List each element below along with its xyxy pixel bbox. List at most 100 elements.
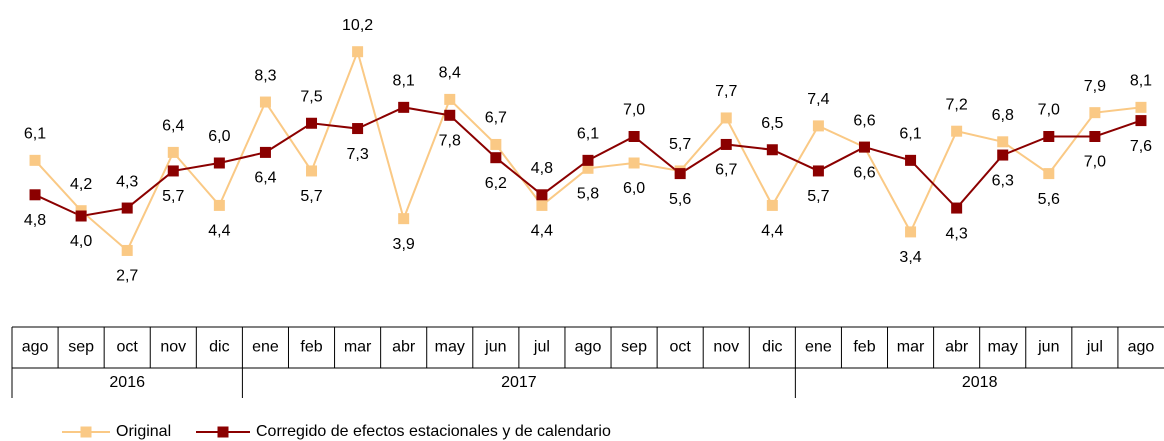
- point-marker: [121, 244, 133, 256]
- x-tick-label: ago: [575, 339, 602, 356]
- point-marker: [905, 154, 917, 166]
- point-marker: [213, 157, 225, 169]
- x-tick-label: feb: [853, 339, 875, 356]
- data-label: 3,4: [899, 249, 921, 266]
- data-label: 10,2: [342, 17, 373, 34]
- data-label: 5,7: [162, 188, 184, 205]
- x-tick-label: feb: [300, 339, 322, 356]
- data-label: 4,0: [70, 233, 92, 250]
- x-tick-label: nov: [713, 339, 739, 356]
- point-marker: [398, 213, 410, 225]
- point-marker: [444, 93, 456, 105]
- data-label: 4,2: [70, 176, 92, 193]
- data-label: 7,4: [807, 91, 829, 108]
- point-marker: [167, 146, 179, 158]
- point-marker: [812, 165, 824, 177]
- data-label: 6,0: [623, 180, 645, 197]
- point-marker: [444, 109, 456, 121]
- data-label: 7,2: [946, 96, 968, 113]
- point-marker: [812, 120, 824, 132]
- point-marker: [352, 123, 364, 135]
- point-marker: [628, 157, 640, 169]
- point-marker: [259, 96, 271, 108]
- data-label: 5,7: [300, 188, 322, 205]
- point-marker: [490, 138, 502, 150]
- point-marker: [858, 141, 870, 153]
- x-tick-label: ago: [1128, 339, 1155, 356]
- point-marker: [398, 101, 410, 113]
- data-label: 5,6: [1038, 191, 1060, 208]
- x-tick-label: dic: [762, 339, 782, 356]
- point-marker: [674, 168, 686, 180]
- point-marker: [997, 136, 1009, 148]
- x-tick-label: sep: [621, 339, 647, 356]
- data-label: 4,8: [531, 160, 553, 177]
- x-tick-label: jun: [484, 339, 506, 356]
- x-tick-label: jun: [1037, 339, 1059, 356]
- data-label: 8,1: [1130, 73, 1152, 90]
- data-label: 7,0: [1084, 154, 1106, 171]
- data-label: 4,4: [761, 223, 783, 240]
- point-marker: [766, 144, 778, 156]
- legend-label: Original: [116, 423, 171, 440]
- point-marker: [720, 112, 732, 124]
- x-tick-label: jul: [533, 339, 550, 356]
- data-label: 6,2: [485, 175, 507, 192]
- data-label: 7,0: [623, 102, 645, 119]
- point-marker: [29, 154, 41, 166]
- data-label: 6,7: [715, 162, 737, 179]
- data-label: 7,3: [346, 146, 368, 163]
- point-marker: [1043, 168, 1055, 180]
- point-marker: [951, 125, 963, 137]
- x-tick-label: mar: [897, 339, 925, 356]
- point-marker: [997, 149, 1009, 161]
- point-marker: [1089, 107, 1101, 119]
- data-label: 4,8: [24, 212, 46, 229]
- point-marker: [536, 189, 548, 201]
- point-marker: [536, 199, 548, 211]
- point-marker: [29, 189, 41, 201]
- x-tick-label: sep: [68, 339, 94, 356]
- x-tick-label: jul: [1086, 339, 1103, 356]
- point-marker: [167, 165, 179, 177]
- point-marker: [720, 138, 732, 150]
- x-tick-label: ene: [252, 339, 279, 356]
- point-marker: [306, 117, 318, 129]
- data-label: 8,1: [393, 73, 415, 90]
- data-label: 2,7: [116, 268, 138, 285]
- x-tick-label: mar: [344, 339, 372, 356]
- point-marker: [1089, 131, 1101, 142]
- data-label: 4,3: [116, 173, 138, 190]
- x-tick-label: abr: [945, 339, 969, 356]
- data-label: 8,4: [439, 65, 461, 82]
- point-marker: [1135, 115, 1147, 127]
- x-tick-label: oct: [669, 339, 691, 356]
- data-label: 6,4: [254, 170, 276, 187]
- legend-marker: [217, 426, 229, 438]
- point-marker: [628, 131, 640, 142]
- year-label: 2017: [501, 374, 537, 391]
- year-label: 2018: [962, 374, 998, 391]
- point-marker: [1043, 131, 1055, 142]
- data-label: 7,6: [1130, 138, 1152, 155]
- data-label: 5,6: [669, 191, 691, 208]
- data-label: 6,7: [485, 110, 507, 127]
- year-label: 2016: [109, 374, 145, 391]
- point-marker: [75, 210, 87, 222]
- data-label: 4,4: [208, 223, 230, 240]
- data-label: 6,1: [899, 126, 921, 143]
- data-label: 4,3: [946, 225, 968, 242]
- x-tick-label: nov: [160, 339, 186, 356]
- data-label: 6,0: [208, 128, 230, 145]
- point-marker: [121, 202, 133, 214]
- legend-label: Corregido de efectos estacionales y de c…: [256, 423, 611, 440]
- legend-marker: [80, 426, 92, 438]
- data-label: 6,5: [761, 115, 783, 132]
- data-label: 5,8: [577, 186, 599, 203]
- point-marker: [306, 165, 318, 177]
- point-marker: [582, 154, 594, 166]
- x-tick-label: ago: [22, 339, 49, 356]
- data-label: 6,4: [162, 118, 184, 135]
- point-marker: [905, 226, 917, 238]
